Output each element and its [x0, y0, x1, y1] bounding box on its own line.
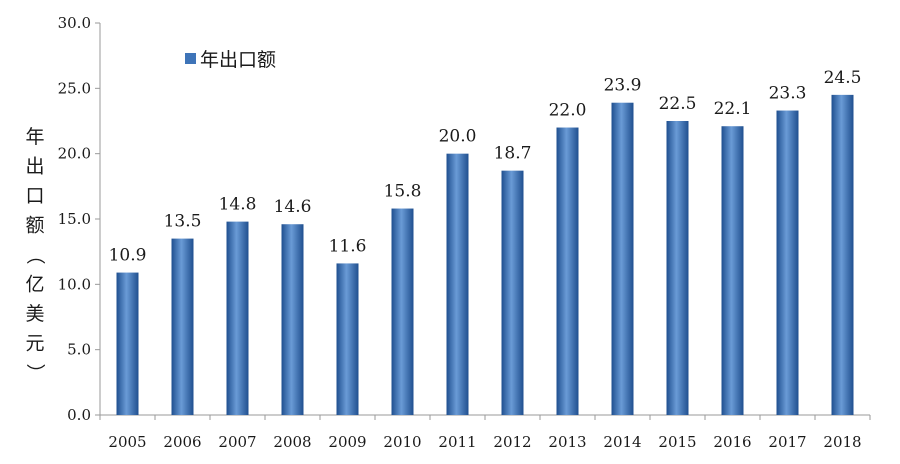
y-tick-label: 30.0 [58, 14, 91, 32]
legend-swatch [185, 53, 196, 64]
data-labels: 10.9 13.5 14.8 14.6 11.6 15.8 20.0 18.7 22.0 23.9… [109, 68, 862, 266]
x-tick-label: 2014 [603, 433, 641, 451]
x-tick-label: 2007 [218, 433, 256, 451]
y-axis-label-char: （ [24, 245, 46, 264]
x-tick-label: 2008 [273, 433, 311, 451]
bar [446, 153, 469, 415]
x-tick-label: 2005 [108, 433, 146, 451]
x-tick-label: 2011 [438, 433, 476, 451]
legend: 年出口额 [185, 49, 276, 71]
x-tick-label: 2016 [713, 433, 751, 451]
bar-value-label: 14.8 [219, 195, 257, 215]
bars [116, 94, 854, 416]
y-axis-label-char: 元 [25, 333, 44, 355]
y-axis-label: 年出口额 （ 亿美元 ） [24, 126, 46, 383]
bar-value-label: 23.9 [604, 76, 642, 96]
bar-value-label: 14.6 [274, 197, 312, 217]
bar [831, 94, 854, 415]
bar [116, 272, 139, 415]
bar [226, 221, 249, 415]
y-axis-label-char: 美 [25, 303, 44, 325]
bar [611, 102, 634, 415]
bar-value-label: 22.1 [714, 99, 752, 119]
bar-value-label: 11.6 [329, 236, 367, 256]
bar [171, 238, 194, 415]
bar [776, 110, 799, 416]
bar-value-label: 22.5 [659, 94, 697, 114]
bar [336, 263, 359, 415]
x-tick-label: 2010 [383, 433, 421, 451]
bar [391, 208, 414, 415]
axes [99, 23, 870, 416]
bar-value-label: 24.5 [824, 68, 862, 88]
y-tick-label: 20.0 [58, 145, 91, 163]
legend-label: 年出口额 [200, 49, 276, 71]
y-axis-label-char: 出 [25, 156, 44, 178]
x-tick-label: 2006 [163, 433, 201, 451]
y-axis-label-char: 额 [25, 215, 44, 237]
bar [501, 170, 524, 415]
x-tick-label: 2012 [493, 433, 531, 451]
x-tick-label: 2017 [768, 433, 806, 451]
bar [556, 127, 579, 416]
y-tick-label: 25.0 [58, 79, 91, 97]
y-tick-label: 5.0 [67, 341, 91, 359]
bar-value-label: 23.3 [769, 84, 807, 104]
y-axis-label-char: 亿 [25, 274, 44, 296]
y-axis-label-char: ） [24, 363, 46, 382]
bar [721, 126, 744, 415]
x-axis-ticks: 2005 2006 2007 2008 2009 2010 2011 2012 2013 2014… [99, 415, 871, 451]
y-tick-label: 10.0 [58, 275, 91, 293]
bar-value-label: 18.7 [494, 144, 532, 164]
bar [281, 224, 304, 415]
x-tick-label: 2015 [658, 433, 696, 451]
bar [666, 121, 689, 415]
y-tick-label: 15.0 [58, 210, 91, 228]
x-tick-label: 2013 [548, 433, 586, 451]
x-tick-label: 2009 [328, 433, 366, 451]
bar-value-label: 13.5 [164, 212, 202, 232]
bar-value-label: 22.0 [549, 101, 587, 121]
y-axis-label-char: 口 [25, 185, 44, 207]
y-axis-label-char: 年 [25, 126, 44, 148]
y-axis-ticks: 0.0 5.0 10.0 15.0 20.0 25.0 30.0 [58, 14, 100, 424]
bar-value-label: 20.0 [439, 127, 477, 147]
y-tick-label: 0.0 [67, 406, 91, 424]
bar-value-label: 10.9 [109, 246, 147, 266]
x-tick-label: 2018 [823, 433, 861, 451]
bar-value-label: 15.8 [384, 182, 422, 202]
